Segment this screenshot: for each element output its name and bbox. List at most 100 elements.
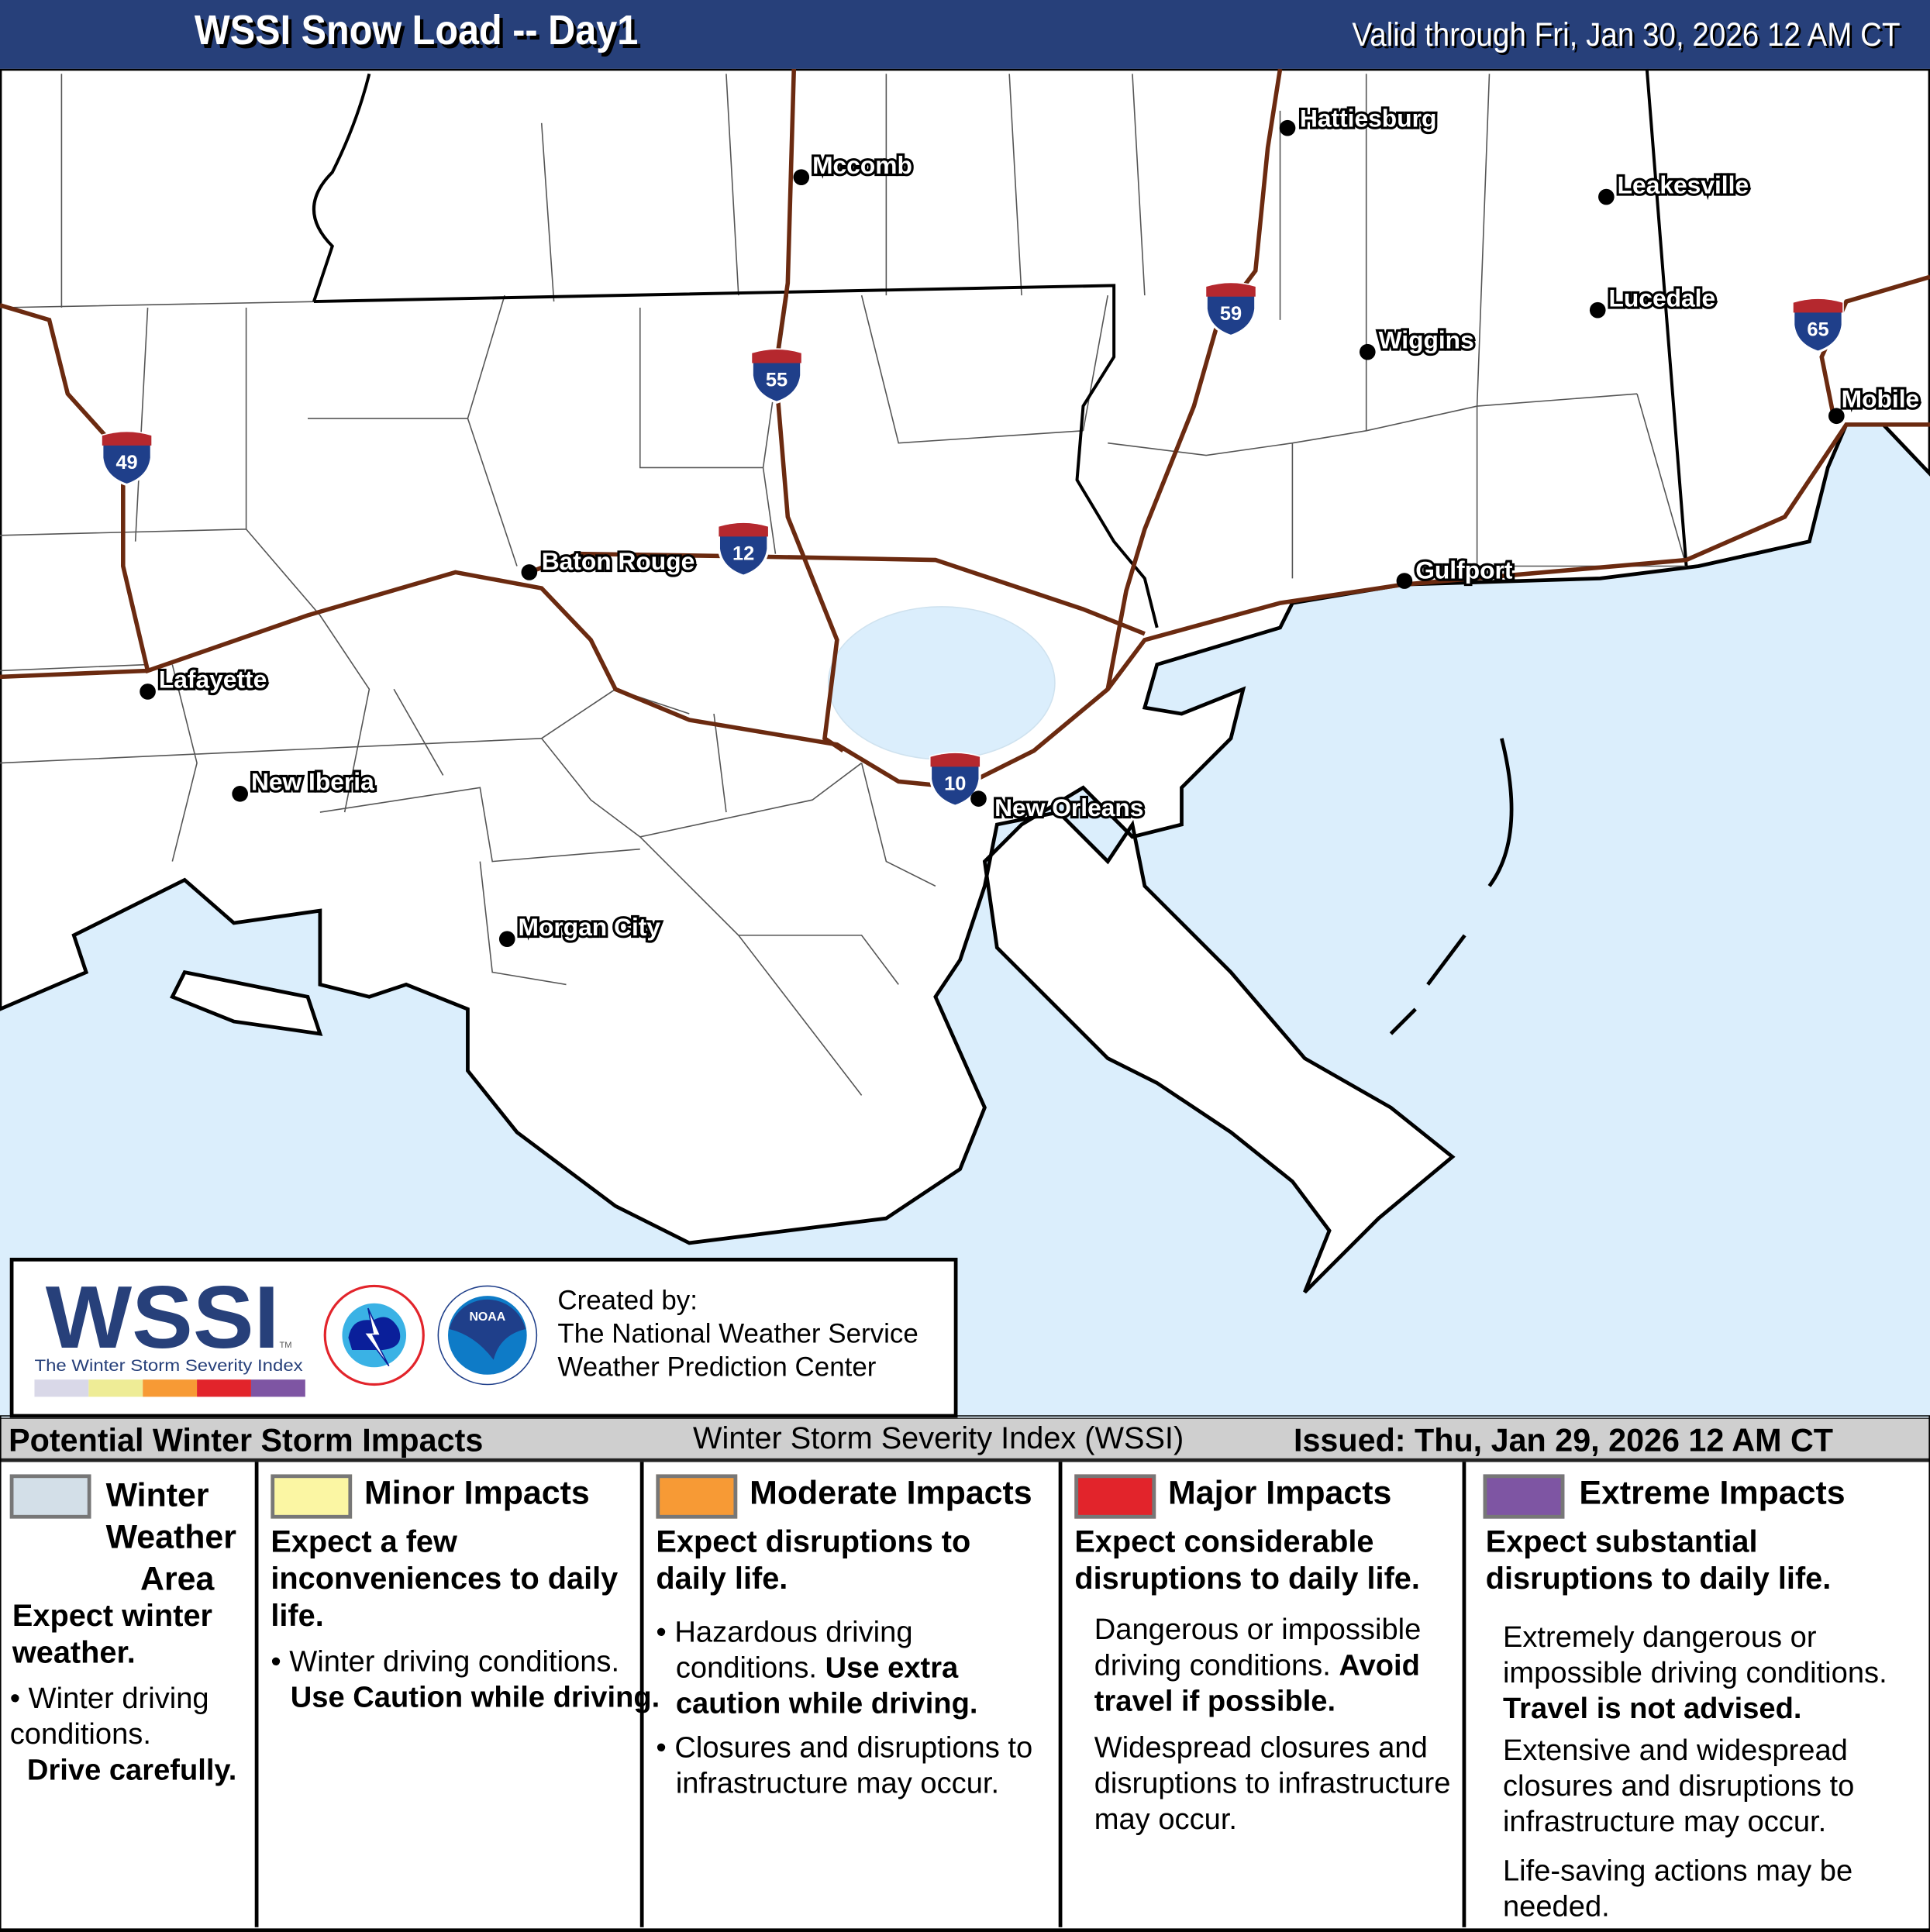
swatch <box>1483 1474 1565 1519</box>
state-line-ms-al <box>1645 68 1688 567</box>
interstate-number: 65 <box>1807 319 1828 341</box>
interstate-number: 10 <box>944 773 966 795</box>
city-label: Lucedale <box>1609 284 1716 312</box>
legend-bullet: Widespread closures and disruptions to i… <box>1094 1731 1451 1837</box>
city-label: Lafayette <box>159 666 267 694</box>
city-marker <box>498 931 515 947</box>
map-title: WSSI Snow Load -- Day1 <box>194 7 639 54</box>
legend-major: Major Impacts Expect considerable disrup… <box>1058 1462 1463 1927</box>
legend-title: Winter <box>105 1476 209 1514</box>
city-marker <box>1396 573 1413 589</box>
swatch <box>9 1474 91 1519</box>
legend-bullet-bold: Travel is not advised. <box>1502 1692 1802 1726</box>
scale-swatch <box>250 1379 305 1397</box>
city-label: Morgan City <box>519 913 661 941</box>
city-label: Mobile <box>1842 385 1920 413</box>
legend-subtitle: Expect disruptions to daily life. <box>656 1524 971 1596</box>
tm: TM <box>279 1341 291 1350</box>
legend-bullet: Closures and disruptions to infrastructu… <box>674 1731 1033 1801</box>
scale-swatch <box>34 1379 89 1397</box>
legend-bullet-bold: Use Caution while driving. <box>290 1681 660 1715</box>
interstate-number: 12 <box>732 543 754 565</box>
interstate-shield: 59 <box>1205 281 1257 338</box>
issued-time: Issued: Thu, Jan 29, 2026 12 AM CT <box>1293 1421 1834 1458</box>
legend-title: Extreme Impacts <box>1579 1474 1846 1512</box>
legend-subtitle: Expect a few inconveniences to daily lif… <box>271 1524 619 1634</box>
legend-bullet: Winter driving conditions. <box>289 1645 620 1679</box>
credit-nws: The National Weather Service <box>557 1317 918 1349</box>
city-label: New Iberia <box>251 768 374 796</box>
legend-bullet: Hazardous driving conditions. <box>674 1616 913 1685</box>
legend-bullet: Extensive and widespread closures and di… <box>1502 1734 1855 1839</box>
wssi-color-scale <box>34 1379 305 1397</box>
map: 49 55 12 59 10 65 Hattiesburg Mccomb Leakesvill… <box>0 68 1930 1418</box>
valid-time: Valid through Fri, Jan 30, 2026 12 AM CT <box>1352 15 1901 53</box>
credit-wpc: Weather Prediction Center <box>557 1351 877 1383</box>
legend-title: Major Impacts <box>1168 1474 1392 1512</box>
city-label: Mccomb <box>812 151 912 179</box>
city-marker <box>521 564 538 580</box>
legend-bullet: Extremely dangerous or impossible drivin… <box>1502 1620 1887 1690</box>
legend-subtitle: Expect winter weather. <box>12 1598 213 1670</box>
lake-pontchartrain <box>827 606 1056 760</box>
legend-bullet-bold: Use extra caution while driving. <box>675 1651 978 1721</box>
city-label: Hattiesburg <box>1300 105 1436 133</box>
chandeleur-island <box>1389 738 1514 1035</box>
nws-logo <box>323 1284 425 1386</box>
city-marker <box>1598 188 1615 205</box>
city-marker <box>1279 119 1296 136</box>
legend-title: Weather <box>105 1518 236 1556</box>
interstate-shield: 55 <box>750 348 803 404</box>
interstate-number: 49 <box>115 452 137 474</box>
city-label: Baton Rouge <box>542 547 695 575</box>
noaa-text: NOAA <box>469 1310 505 1324</box>
interstate-number: 59 <box>1220 303 1242 325</box>
swatch <box>271 1474 353 1519</box>
credits: Created by: The National Weather Service… <box>557 1283 918 1383</box>
wssi-logo-text: WSSI <box>46 1269 280 1367</box>
interstate-shield: 65 <box>1792 298 1844 353</box>
city-label: Gulfport <box>1415 556 1513 584</box>
legend-bullet: Winter driving conditions. <box>9 1682 209 1751</box>
logos: WSSI TM The Winter Storm Severity Index … <box>34 1269 538 1397</box>
legend-moderate: Moderate Impacts Expect disruptions to d… <box>639 1462 1060 1927</box>
city-marker <box>970 790 987 807</box>
marsh-island <box>170 969 323 1036</box>
legend-title: Moderate Impacts <box>750 1474 1032 1512</box>
city-marker <box>140 684 156 700</box>
city-label: Leakesville <box>1618 170 1749 198</box>
mississippi-river <box>312 73 371 302</box>
interstate-number: 55 <box>766 370 788 391</box>
city-marker <box>1828 408 1845 425</box>
legend-index-name: Winter Storm Severity Index (WSSI) <box>693 1421 1184 1456</box>
legend-title: Minor Impacts <box>364 1474 590 1512</box>
legend-minor: Minor Impacts Expect a few inconvenience… <box>254 1462 660 1927</box>
logo-panel: WSSI TM The Winter Storm Severity Index … <box>9 1257 958 1418</box>
city-label: New Orleans <box>994 794 1143 821</box>
city-marker <box>1359 343 1376 360</box>
city-marker <box>793 169 810 185</box>
noaa-logo: NOAA <box>437 1285 538 1386</box>
state-line-ms-la <box>313 284 1159 629</box>
swatch <box>656 1474 738 1519</box>
scale-swatch <box>197 1379 251 1397</box>
legend-subtitle: Expect substantial disruptions to daily … <box>1485 1524 1832 1596</box>
created-by-label: Created by: <box>557 1284 698 1316</box>
legend-title: Area <box>140 1560 215 1598</box>
legend-header: Potential Winter Storm Impacts Winter St… <box>0 1417 1930 1462</box>
interstate-shield: 49 <box>101 430 153 487</box>
city-marker <box>232 785 248 802</box>
legend-extreme: Extreme Impacts Expect substantial disru… <box>1462 1462 1930 1927</box>
legend-winter-weather-area: Winter Weather Area Expect winter weathe… <box>0 1462 253 1927</box>
interstate-shield: 12 <box>717 522 770 577</box>
scale-swatch <box>143 1379 198 1397</box>
header: WSSI Snow Load -- Day1 Valid through Fri… <box>0 0 1930 69</box>
city-label: Wiggins <box>1379 325 1474 353</box>
legend-bullet-bold: Avoid travel if possible. <box>1094 1648 1420 1718</box>
swatch <box>1074 1474 1156 1519</box>
wssi-tagline: The Winter Storm Severity Index <box>34 1356 303 1375</box>
legend-bullet-bold: Drive carefully. <box>26 1753 237 1787</box>
legend-bullet: Life-saving actions may be needed. <box>1502 1855 1853 1924</box>
legend-subtitle: Expect considerable disruptions to daily… <box>1074 1524 1420 1596</box>
